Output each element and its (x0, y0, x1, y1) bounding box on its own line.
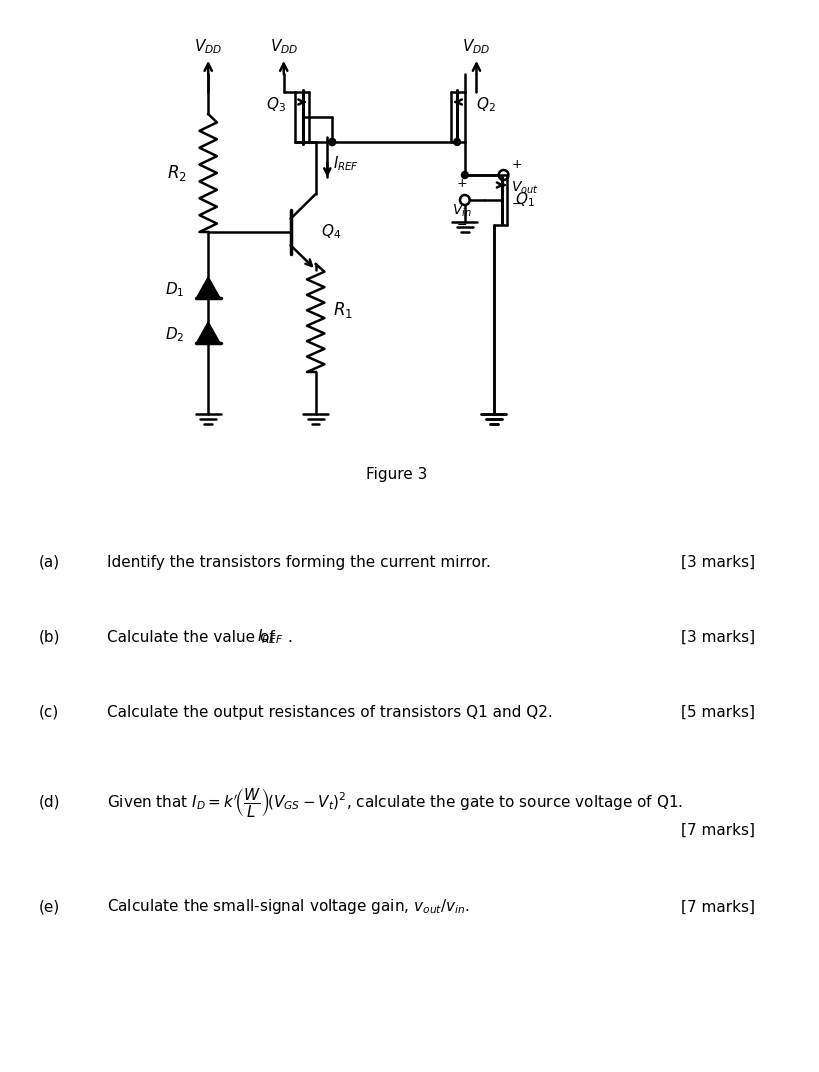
Text: (b): (b) (38, 629, 60, 644)
Text: Calculate the value of: Calculate the value of (106, 629, 278, 644)
Text: $Q_3$: $Q_3$ (265, 95, 285, 115)
Text: $Q_2$: $Q_2$ (476, 95, 495, 115)
Text: $+$: $+$ (511, 159, 522, 172)
Circle shape (328, 138, 335, 146)
Text: (e): (e) (38, 899, 60, 914)
Text: $I_{REF}$: $I_{REF}$ (333, 154, 359, 174)
Text: [7 marks]: [7 marks] (681, 822, 754, 837)
Text: $-$: $-$ (456, 218, 467, 230)
Text: [7 marks]: [7 marks] (681, 899, 754, 914)
Polygon shape (197, 277, 219, 298)
Text: $V_{DD}$: $V_{DD}$ (462, 38, 490, 56)
Text: $D_1$: $D_1$ (165, 281, 183, 299)
Text: Given that $I_D = k'\!\left(\dfrac{W}{L}\right)\!(V_{GS}-V_t)^2$, calculate the : Given that $I_D = k'\!\left(\dfrac{W}{L}… (106, 786, 682, 819)
Text: $V_{out}$: $V_{out}$ (511, 180, 538, 196)
Text: $+$: $+$ (455, 177, 467, 190)
Text: $Q_4$: $Q_4$ (320, 223, 340, 241)
Text: (d): (d) (38, 794, 60, 809)
Text: Calculate the small-signal voltage gain, $v_{out}/v_{in}$.: Calculate the small-signal voltage gain,… (106, 897, 469, 917)
Text: (a): (a) (38, 554, 60, 569)
Text: $I_{REF}$: $I_{REF}$ (256, 627, 283, 646)
Text: $D_2$: $D_2$ (165, 326, 183, 344)
Text: $R_1$: $R_1$ (333, 300, 353, 321)
Text: Identify the transistors forming the current mirror.: Identify the transistors forming the cur… (106, 554, 490, 569)
Circle shape (328, 138, 335, 146)
Text: $R_2$: $R_2$ (167, 163, 187, 183)
Text: (c): (c) (38, 704, 59, 719)
Text: $V_{DD}$: $V_{DD}$ (194, 38, 222, 56)
Circle shape (453, 138, 460, 146)
Text: .: . (287, 629, 292, 644)
Text: $Q_1$: $Q_1$ (514, 191, 534, 209)
Text: Figure 3: Figure 3 (366, 466, 428, 481)
Text: $V_{in}$: $V_{in}$ (451, 203, 471, 220)
Polygon shape (197, 322, 219, 343)
Text: [3 marks]: [3 marks] (681, 554, 754, 569)
Text: $V_{DD}$: $V_{DD}$ (269, 38, 297, 56)
Text: [3 marks]: [3 marks] (681, 629, 754, 644)
Text: Calculate the output resistances of transistors Q1 and Q2.: Calculate the output resistances of tran… (106, 704, 552, 719)
Circle shape (461, 172, 468, 179)
Text: $-$: $-$ (511, 196, 522, 209)
Text: [5 marks]: [5 marks] (681, 704, 754, 719)
